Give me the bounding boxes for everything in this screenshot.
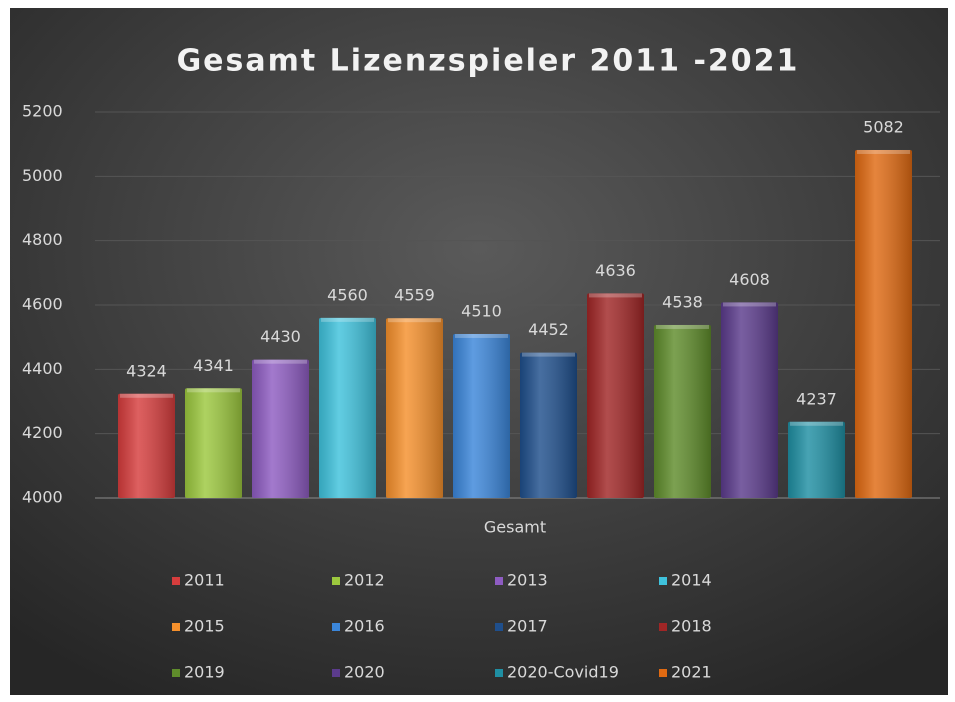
bar-shine — [587, 293, 644, 498]
legend-marker — [495, 577, 503, 585]
bar-shine — [386, 318, 443, 498]
legend-marker — [332, 623, 340, 631]
chart-title: Gesamt Lizenzspieler 2011 -2021 — [177, 44, 800, 79]
legend-marker — [172, 623, 180, 631]
legend-label: 2011 — [184, 571, 225, 590]
legend-label: 2019 — [184, 663, 225, 682]
bar-shine — [118, 393, 175, 498]
data-label: 4237 — [796, 389, 837, 408]
bar-top — [790, 421, 843, 426]
y-tick-label: 4200 — [22, 423, 63, 442]
data-label: 4452 — [528, 320, 569, 339]
legend-marker — [659, 623, 667, 631]
bar-top — [120, 393, 173, 398]
legend-label: 2020-Covid19 — [507, 663, 619, 682]
data-label: 4538 — [662, 292, 703, 311]
legend-marker — [172, 669, 180, 677]
bar-top — [187, 388, 240, 393]
data-label: 4560 — [327, 285, 368, 304]
y-tick-label: 4600 — [22, 295, 63, 314]
bar-shine — [252, 359, 309, 498]
legend-label: 2018 — [671, 617, 712, 636]
legend-label: 2015 — [184, 617, 225, 636]
y-tick-label: 4800 — [22, 230, 63, 249]
bar-top — [321, 317, 374, 322]
data-label: 4510 — [461, 301, 502, 320]
bar-shine — [453, 333, 510, 498]
legend-label: 2013 — [507, 571, 548, 590]
bar-shine — [319, 317, 376, 498]
bar-top — [522, 352, 575, 357]
legend-label: 2020 — [344, 663, 385, 682]
legend-marker — [659, 669, 667, 677]
y-tick-label: 5200 — [22, 102, 63, 121]
bar-top — [589, 293, 642, 298]
bar-shine — [654, 324, 711, 498]
legend-marker — [659, 577, 667, 585]
legend-label: 2021 — [671, 663, 712, 682]
legend-label: 2012 — [344, 571, 385, 590]
x-tick-label: Gesamt — [484, 518, 546, 537]
bar-shine — [788, 421, 845, 498]
data-label: 4324 — [126, 361, 167, 380]
data-label: 5082 — [863, 117, 904, 136]
y-tick-label: 5000 — [22, 166, 63, 185]
legend-marker — [495, 623, 503, 631]
bar-top — [723, 302, 776, 307]
data-label: 4636 — [595, 261, 636, 280]
bar-top — [254, 359, 307, 364]
legend-marker — [172, 577, 180, 585]
legend-label: 2016 — [344, 617, 385, 636]
legend-marker — [332, 577, 340, 585]
y-tick-label: 4400 — [22, 359, 63, 378]
legend-marker — [332, 669, 340, 677]
legend-label: 2014 — [671, 571, 712, 590]
bar-shine — [520, 352, 577, 498]
legend-marker — [495, 669, 503, 677]
data-label: 4430 — [260, 327, 301, 346]
data-label: 4559 — [394, 286, 435, 305]
legend-label: 2017 — [507, 617, 548, 636]
bar-top — [656, 324, 709, 329]
bar-shine — [721, 302, 778, 498]
bar-shine — [185, 388, 242, 498]
bar-top — [388, 318, 441, 323]
data-label: 4341 — [193, 356, 234, 375]
data-label: 4608 — [729, 270, 770, 289]
bar-shine — [855, 149, 912, 498]
y-tick-label: 4000 — [22, 488, 63, 507]
bar-top — [857, 149, 910, 154]
bar-top — [455, 333, 508, 338]
